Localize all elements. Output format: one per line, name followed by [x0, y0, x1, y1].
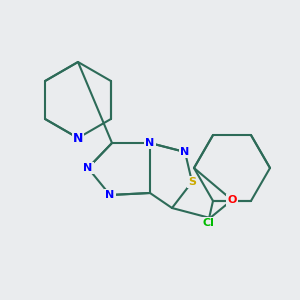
- Text: N: N: [83, 163, 93, 173]
- Text: N: N: [180, 147, 190, 157]
- Text: N: N: [105, 190, 115, 200]
- Text: O: O: [227, 195, 237, 205]
- Text: N: N: [73, 131, 83, 145]
- Text: S: S: [188, 177, 196, 187]
- Text: Cl: Cl: [202, 218, 214, 228]
- Text: N: N: [146, 138, 154, 148]
